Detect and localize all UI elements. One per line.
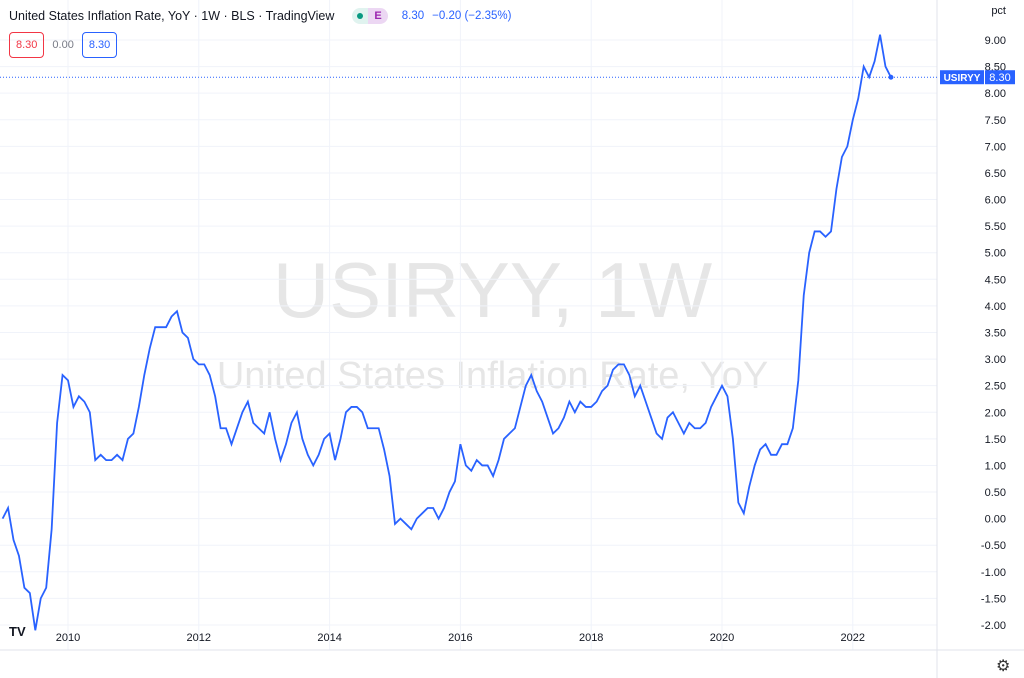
- y-tick-label: 8.00: [985, 88, 1006, 100]
- status-pill[interactable]: E: [352, 8, 388, 24]
- y-tick-label: 4.50: [985, 274, 1006, 286]
- y-tick-label: -1.00: [981, 567, 1006, 579]
- x-tick-label: 2022: [841, 632, 865, 644]
- y-tick-label: -0.50: [981, 540, 1006, 552]
- x-tick-label: 2010: [56, 632, 80, 644]
- x-tick-label: 2012: [187, 632, 211, 644]
- gear-icon[interactable]: ⚙: [996, 658, 1011, 675]
- y-tick-label: -2.00: [981, 620, 1006, 632]
- x-tick-label: 2014: [317, 632, 341, 644]
- tradingview-logo[interactable]: TV: [9, 624, 33, 644]
- y-tick-label: 5.50: [985, 221, 1006, 233]
- y-tick-label: 9.00: [985, 35, 1006, 47]
- last-symbol-label: USIRYY: [944, 73, 981, 84]
- spread-value: 0.00: [52, 39, 74, 51]
- y-tick-label: 2.00: [985, 407, 1006, 419]
- chart-title: United States Inflation Rate, YoY · 1W ·…: [9, 9, 335, 23]
- sell-box[interactable]: 8.30: [9, 32, 45, 58]
- watermark-name: United States Inflation Rate, YoY: [216, 355, 769, 397]
- x-tick-label: 2020: [710, 632, 734, 644]
- y-tick-label: 1.00: [985, 460, 1006, 472]
- last-value-label-bg: [985, 70, 1015, 85]
- last-value: 8.30: [401, 10, 425, 22]
- y-tick-label: 2.50: [985, 381, 1006, 393]
- y-tick-label: 1.50: [985, 434, 1006, 446]
- y-tick-label: 3.50: [985, 327, 1006, 339]
- y-axis-unit: pct: [991, 5, 1006, 17]
- buy-box[interactable]: 8.30: [81, 32, 118, 58]
- change-value: −0.20 (−2.35%): [432, 10, 512, 22]
- events-badge: E: [368, 8, 388, 24]
- market-status-icon: [352, 8, 369, 24]
- y-tick-label: 3.00: [985, 354, 1006, 366]
- last-symbol-label-bg: [940, 70, 984, 85]
- y-tick-label: 7.00: [985, 141, 1006, 153]
- y-tick-label: 0.50: [985, 487, 1006, 499]
- x-tick-label: 2016: [448, 632, 472, 644]
- y-tick-label: 7.50: [985, 115, 1006, 127]
- series-line: [1, 34, 892, 631]
- y-tick-label: 4.00: [985, 301, 1006, 313]
- last-value-label: 8.30: [989, 72, 1010, 84]
- y-tick-label: 5.00: [985, 248, 1006, 260]
- y-tick-label: 6.50: [985, 168, 1006, 180]
- y-tick-label: 6.00: [985, 195, 1006, 207]
- data-point: [888, 74, 894, 80]
- y-tick-label: 0.00: [985, 514, 1006, 526]
- watermark-symbol: USIRYY, 1W: [272, 246, 713, 334]
- chart-header: United States Inflation Rate, YoY · 1W ·…: [9, 8, 511, 24]
- x-tick-label: 2018: [579, 632, 603, 644]
- price-boxes: 8.30 0.00 8.30: [9, 32, 118, 58]
- y-tick-label: -1.50: [981, 593, 1006, 605]
